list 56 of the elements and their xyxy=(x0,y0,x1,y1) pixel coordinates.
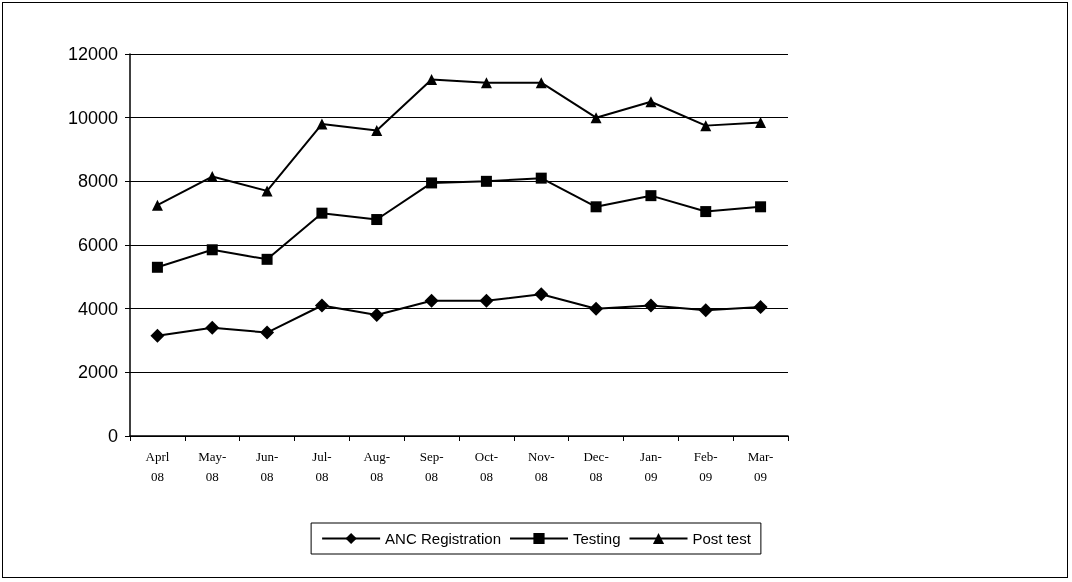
x-tick-label: Dec- 08 xyxy=(583,448,609,484)
point xyxy=(151,261,163,273)
point xyxy=(535,77,547,89)
point xyxy=(261,185,273,197)
point xyxy=(698,303,713,318)
point xyxy=(371,124,383,136)
point xyxy=(479,293,494,308)
y-tick-label: 12000 xyxy=(67,44,118,64)
point xyxy=(645,96,657,108)
y-tick-label: 2000 xyxy=(77,362,118,383)
x-tick-label: Jan- 09 xyxy=(640,448,662,484)
x-tick-label: Oct- 08 xyxy=(474,448,498,484)
point xyxy=(260,325,275,340)
point xyxy=(369,308,384,323)
point xyxy=(316,207,328,219)
point xyxy=(535,172,547,184)
point xyxy=(151,199,163,211)
y-tick-label: 0 xyxy=(107,426,118,446)
point xyxy=(700,206,712,218)
y-tick-label: 6000 xyxy=(77,235,118,255)
y-tick-label: 10000 xyxy=(67,107,118,128)
point xyxy=(316,118,328,130)
y-tick-label: 4000 xyxy=(77,298,118,319)
x-tick-label: Aprl 08 xyxy=(145,448,170,484)
point xyxy=(205,320,220,335)
x-tick-label: May- 08 xyxy=(198,448,227,484)
point xyxy=(206,244,218,256)
point xyxy=(426,177,438,189)
point xyxy=(150,328,165,343)
legend-label: Testing xyxy=(573,530,621,547)
point xyxy=(645,190,657,202)
x-tick-label: Sep- 08 xyxy=(419,448,444,484)
x-tick-label: Feb- 09 xyxy=(693,448,718,484)
x-tick-label: Jul- 08 xyxy=(312,448,332,484)
point xyxy=(755,201,767,213)
legend-label: ANC Registration xyxy=(385,530,502,547)
point xyxy=(590,201,602,213)
point xyxy=(261,253,273,265)
point xyxy=(534,287,549,302)
point xyxy=(589,301,604,316)
point xyxy=(480,175,492,187)
point xyxy=(753,300,768,315)
point xyxy=(643,298,658,313)
point xyxy=(314,298,329,313)
legend-label: Post test xyxy=(692,530,752,547)
point xyxy=(480,77,492,89)
point xyxy=(371,214,383,226)
y-tick-label: 8000 xyxy=(77,171,118,192)
point xyxy=(424,293,439,308)
x-tick-label: Mar- 09 xyxy=(747,448,774,484)
point xyxy=(590,112,602,124)
point xyxy=(426,73,438,85)
x-tick-label: Jun- 08 xyxy=(255,448,279,484)
x-tick-label: Aug- 08 xyxy=(363,448,391,484)
point xyxy=(700,120,712,132)
x-tick-label: Nov- 08 xyxy=(527,448,555,484)
